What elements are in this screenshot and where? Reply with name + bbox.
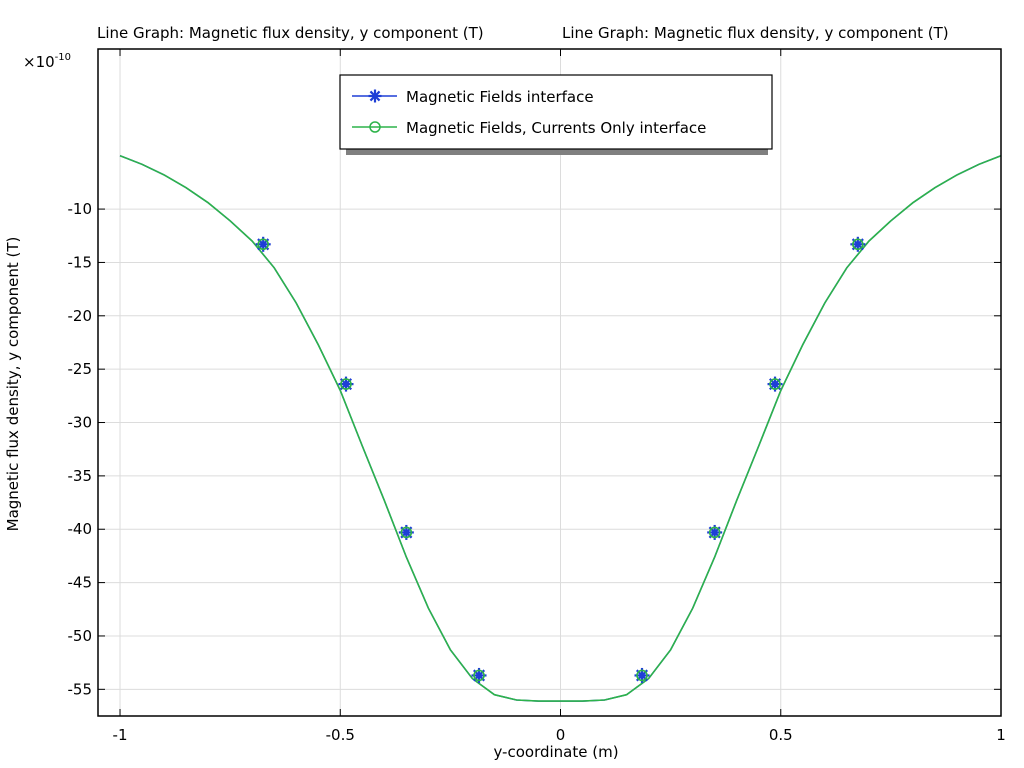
y-tick-label: -10 — [68, 200, 93, 218]
y-tick-label: -40 — [68, 520, 93, 538]
y-axis-label: Magnetic flux density, y component (T) — [4, 237, 22, 532]
data-point — [767, 376, 783, 392]
data-point — [850, 236, 866, 252]
y-tick-label: -35 — [68, 467, 93, 485]
y-multiplier: ×10-10 — [23, 52, 71, 71]
y-tick-label: -25 — [68, 360, 93, 378]
marker-layer — [255, 236, 866, 683]
data-point — [634, 667, 650, 683]
data-point — [398, 524, 414, 540]
x-axis-label: y-coordinate (m) — [493, 743, 618, 761]
plot-frame — [97, 48, 1002, 717]
data-point — [707, 524, 723, 540]
legend: Magnetic Fields interface Magnetic Field… — [339, 74, 773, 155]
chart-title-right: Line Graph: Magnetic flux density, y com… — [562, 24, 949, 42]
point-marker-circle — [852, 238, 864, 251]
series-line-currents-only — [119, 154, 1002, 702]
point-marker-circle — [473, 669, 485, 682]
y-tick-label: -55 — [68, 680, 93, 698]
legend-box — [339, 74, 773, 150]
point-marker-circle — [400, 526, 413, 539]
data-point — [338, 376, 354, 392]
x-tick-label: -1 — [113, 726, 128, 744]
data-point — [255, 236, 271, 252]
x-tick-label: 0 — [556, 726, 566, 744]
chart-title-left: Line Graph: Magnetic flux density, y com… — [97, 24, 484, 42]
point-marker-circle — [769, 378, 781, 390]
y-tick-label: -45 — [68, 574, 93, 592]
point-marker-circle — [257, 238, 269, 251]
curve-layer — [119, 154, 1002, 702]
x-tick-label: -0.5 — [326, 726, 355, 744]
asterisk-stroke — [369, 90, 381, 102]
legend-asterisk-icon — [368, 89, 382, 103]
y-tick-label: -30 — [68, 414, 93, 432]
legend-label-currents-only: Magnetic Fields, Currents Only interface — [406, 119, 706, 137]
y-tick-label: -20 — [68, 307, 93, 325]
y-tick-label: -50 — [68, 627, 93, 645]
legend-circle-icon — [369, 121, 381, 133]
point-marker-circle — [636, 669, 648, 682]
legend-label-magnetic-fields: Magnetic Fields interface — [406, 88, 594, 106]
x-tick-label: 1 — [996, 726, 1006, 744]
axis-ticks: -1 -0.5 0 0.5 1 -10 -15 -20 -25 -30 -35 -40 -45 -50 -5… — [68, 49, 1006, 744]
point-marker-circle — [708, 526, 721, 539]
x-tick-label: 0.5 — [769, 726, 793, 744]
point-marker-circle — [340, 378, 352, 390]
data-point — [471, 667, 487, 683]
y-tick-label: -15 — [68, 253, 93, 271]
